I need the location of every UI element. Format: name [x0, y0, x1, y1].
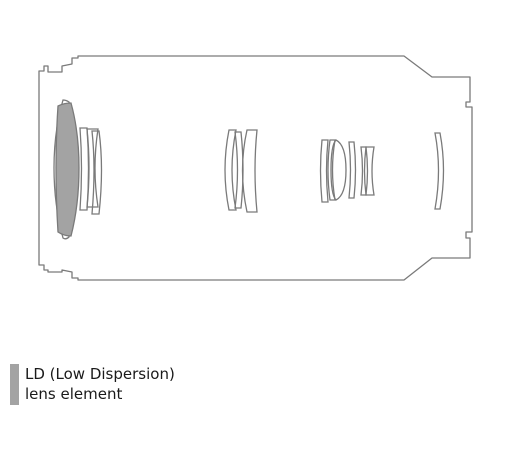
lens-element-13 [360, 146, 367, 196]
lens-element-11 [330, 139, 347, 201]
lens-element-14 [365, 146, 375, 196]
lens-barrel-outline [38, 55, 473, 281]
legend: LD (Low Dispersion) lens element [10, 364, 175, 406]
legend-label-line2: lens element [25, 385, 123, 403]
legend-label: LD (Low Dispersion) lens element [25, 364, 175, 404]
lens-element-9 [319, 139, 329, 203]
rear-lens-element [434, 132, 445, 210]
lens-element-6 [224, 129, 237, 211]
lens-element-10 [327, 139, 336, 201]
lens-element-7 [234, 131, 244, 209]
lens-element-12 [348, 141, 357, 199]
legend-label-line1: LD (Low Dispersion) [25, 365, 175, 383]
legend-swatch-spacer [10, 365, 19, 406]
lens-element-4 [86, 128, 99, 208]
front-lens-element [53, 99, 79, 240]
ld-lens-element [55, 102, 80, 237]
lens-element-5 [91, 130, 103, 215]
legend-swatch [10, 364, 19, 405]
lens-element-8 [241, 129, 258, 213]
